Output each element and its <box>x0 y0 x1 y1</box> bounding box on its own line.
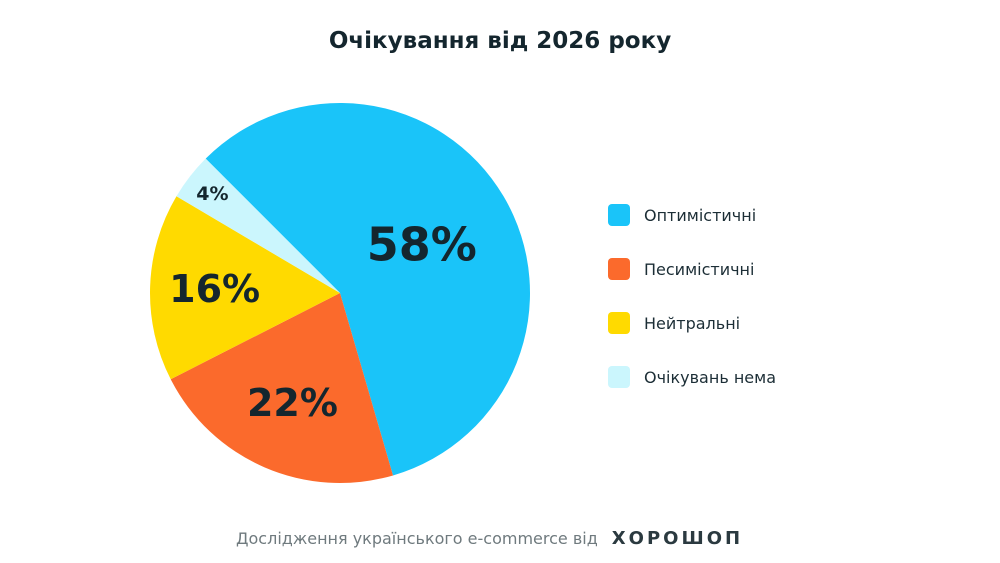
legend-item-pessimistic: Песимістичні <box>608 258 776 280</box>
data-label-optimistic: 58% <box>367 218 477 272</box>
legend-swatch <box>608 312 630 334</box>
data-label-pessimistic: 22% <box>247 381 338 425</box>
footer-text: Дослідження українського e-commerce від <box>236 529 598 548</box>
pie-slice-neutral <box>150 196 340 380</box>
pie-slice-pessimistic <box>170 293 394 483</box>
data-label-none: 4% <box>196 183 228 205</box>
chart-title: Очікування від 2026 року <box>328 28 672 54</box>
legend-label: Песимістичні <box>644 259 755 279</box>
legend-swatch <box>608 258 630 280</box>
legend-label: Нейтральні <box>644 313 741 333</box>
data-label-neutral: 16% <box>169 267 260 311</box>
legend-label: Очікувань нема <box>644 367 777 387</box>
pie-slice-optimistic <box>205 103 530 476</box>
brand-logo: ХОРОШОП <box>611 528 744 549</box>
legend-swatch <box>608 204 630 226</box>
legend: Оптимістичні Песимістичні Нейтральні Очі… <box>608 204 776 420</box>
pie-slice-none <box>176 158 340 293</box>
legend-swatch <box>608 366 630 388</box>
legend-item-none: Очікувань нема <box>608 366 776 388</box>
legend-item-neutral: Нейтральні <box>608 312 776 334</box>
footer: Дослідження українського e-commerce від … <box>236 528 743 549</box>
legend-item-optimistic: Оптимістичні <box>608 204 776 226</box>
legend-label: Оптимістичні <box>644 205 757 225</box>
